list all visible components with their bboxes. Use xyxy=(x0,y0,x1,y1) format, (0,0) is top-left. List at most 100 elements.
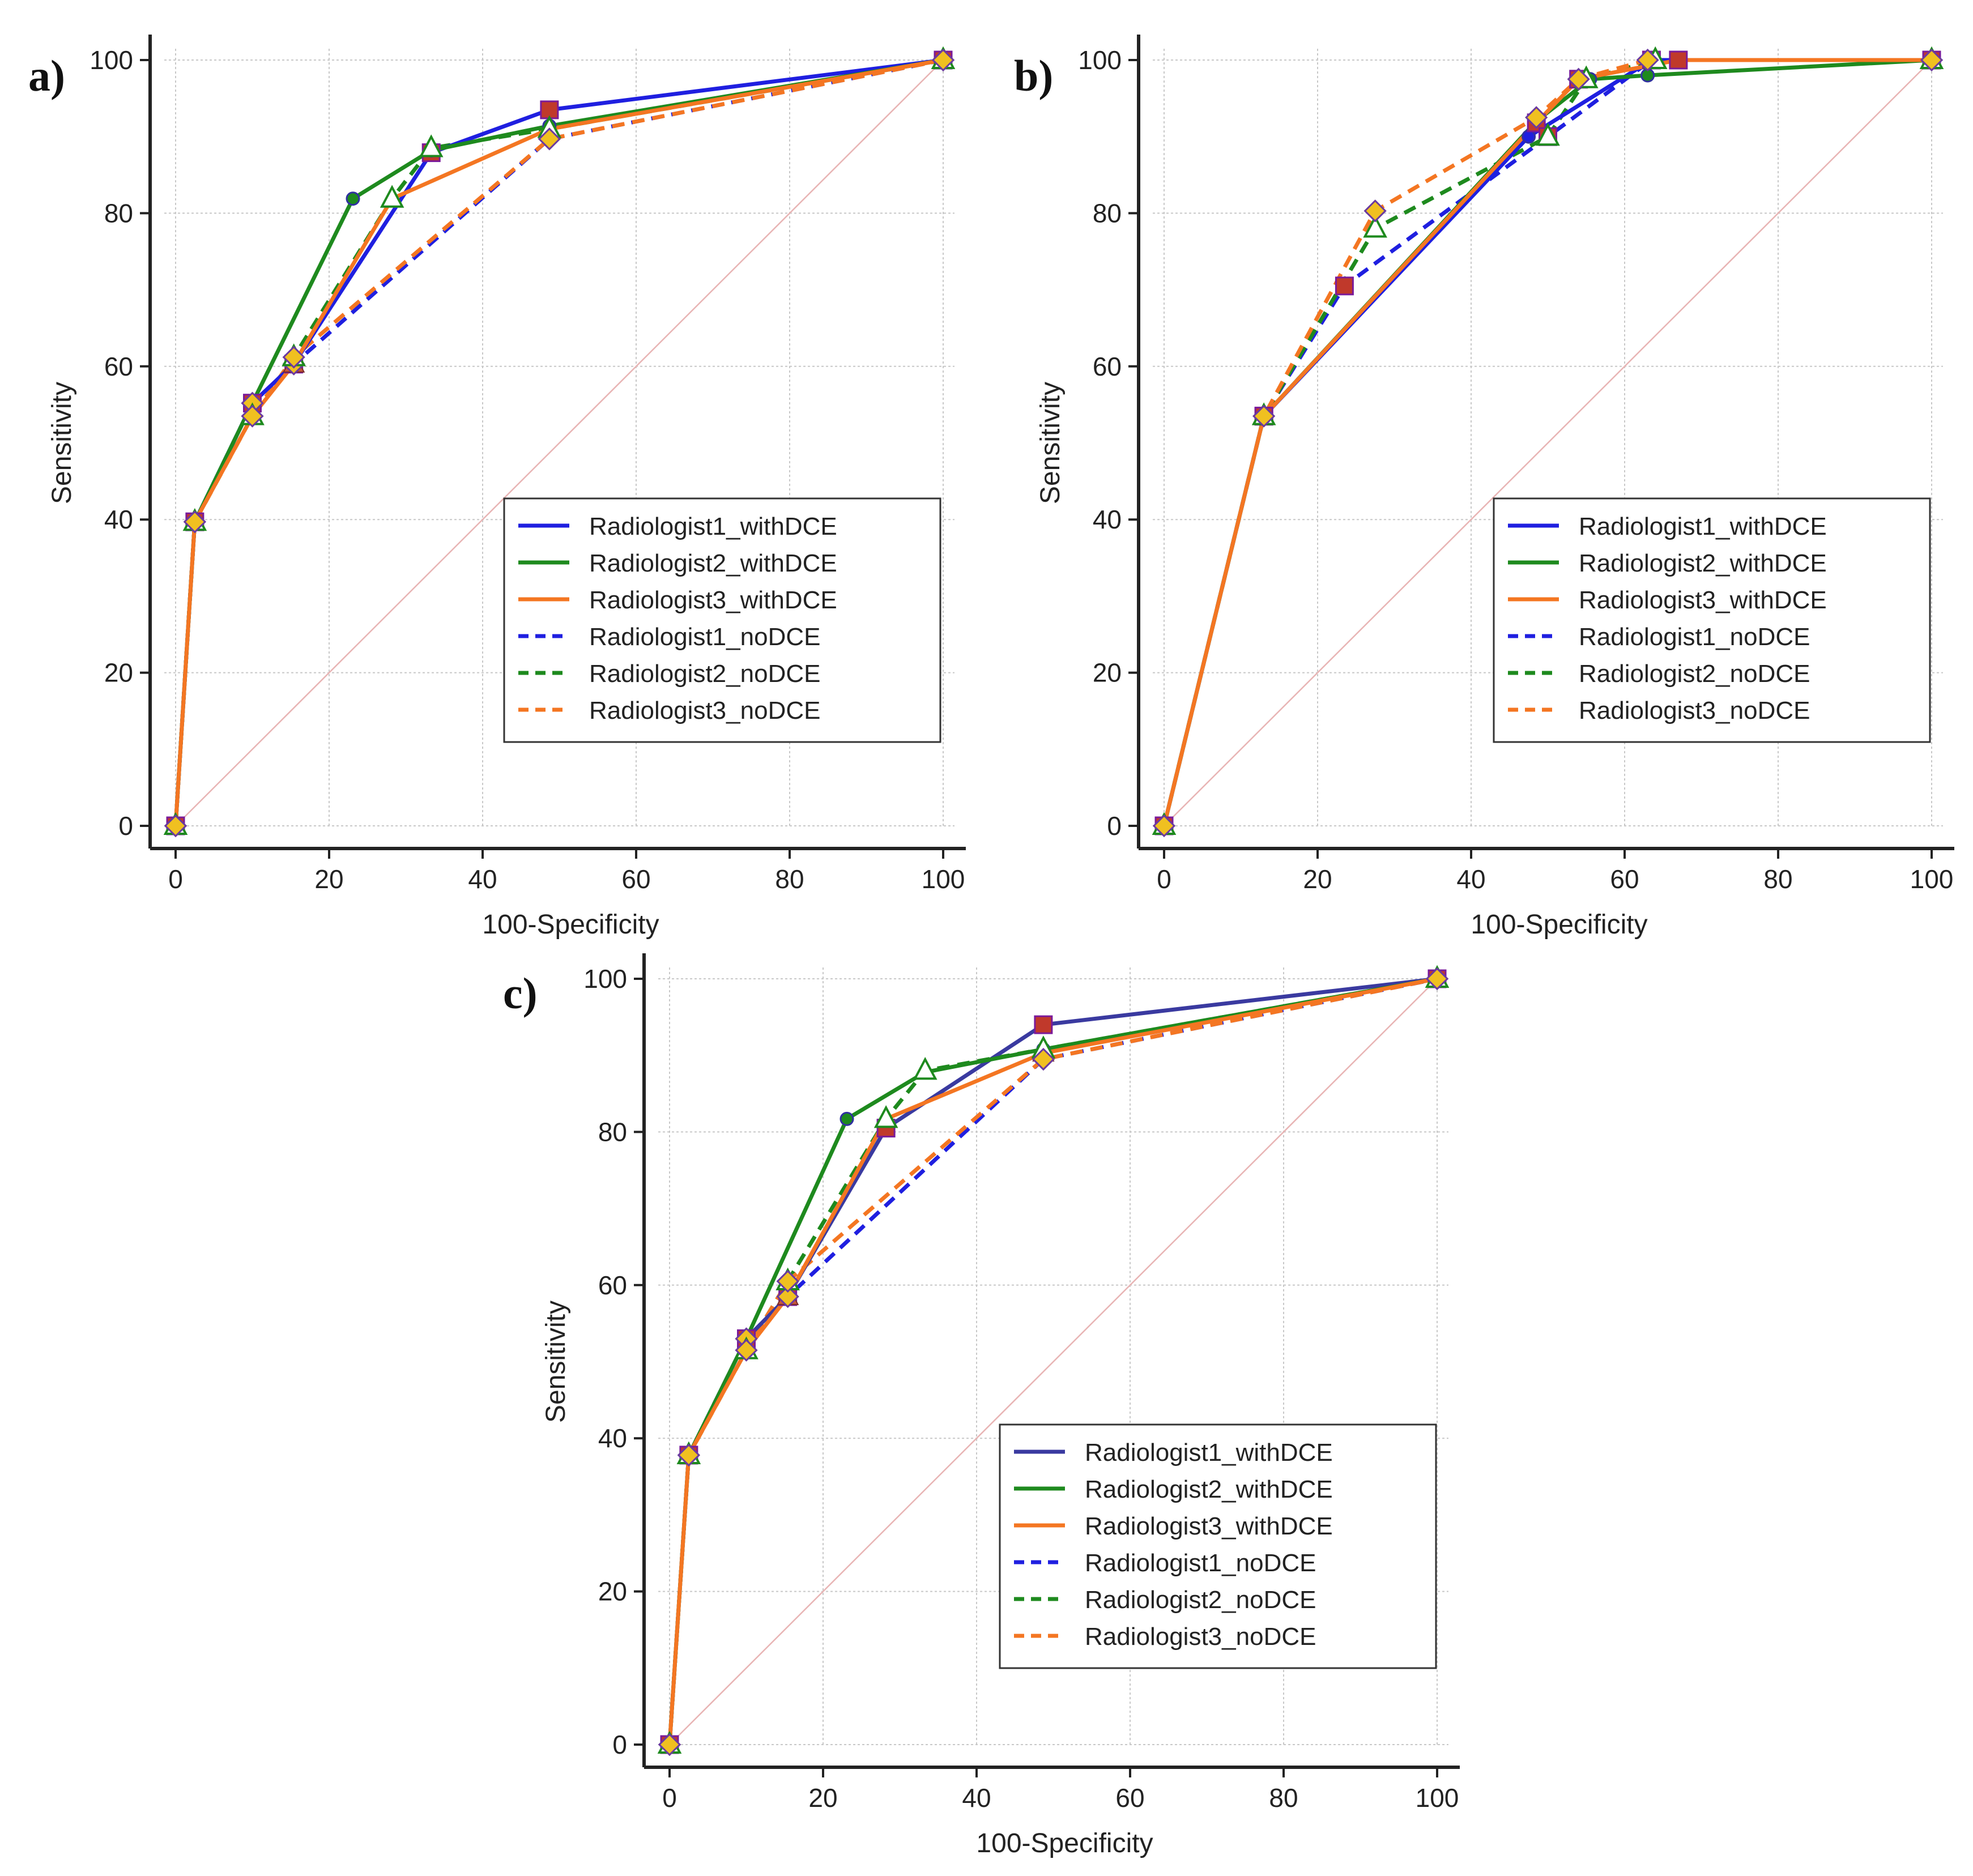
y-axis-title: Sensitivity xyxy=(47,382,77,504)
x-tick-label: 20 xyxy=(808,1783,837,1813)
data-point-Radiologist3_noDCE xyxy=(658,1733,681,1756)
data-point-Radiologist2_noDCE xyxy=(873,1105,898,1128)
data-point-Radiologist3_noDCE xyxy=(1636,48,1659,72)
data-point-Radiologist2_withDCE xyxy=(346,191,360,206)
legend-label: Radiologist2_withDCE xyxy=(589,549,837,577)
y-tick-label: 100 xyxy=(583,964,627,994)
legend-label: Radiologist3_noDCE xyxy=(589,697,820,724)
x-tick-label: 40 xyxy=(1456,864,1485,894)
legend-label: Radiologist1_noDCE xyxy=(1085,1549,1316,1577)
data-point-Radiologist2_withDCE xyxy=(840,1111,854,1126)
data-point-Radiologist2_noDCE xyxy=(1363,215,1387,238)
y-tick-label: 0 xyxy=(118,811,133,841)
legend: Radiologist1_withDCE Radiologist2_withDCE… xyxy=(999,1423,1437,1669)
series-line-Radiologist3_withDCE xyxy=(1162,58,1932,826)
data-point-Radiologist3_noDCE xyxy=(735,1338,758,1362)
legend-label: Radiologist1_noDCE xyxy=(1579,623,1810,651)
x-tick-label: 0 xyxy=(662,1783,677,1813)
legend: Radiologist1_withDCE Radiologist2_withDCE… xyxy=(1493,497,1931,743)
y-tick-label: 80 xyxy=(1093,198,1122,228)
x-tick-label: 100 xyxy=(1416,1783,1459,1813)
x-tick-label: 0 xyxy=(1157,864,1171,894)
legend-label: Radiologist1_withDCE xyxy=(1085,1439,1333,1466)
data-point-Radiologist2_noDCE xyxy=(913,1056,938,1080)
y-tick-label: 40 xyxy=(104,505,133,534)
y-tick-label: 60 xyxy=(598,1270,627,1300)
chance-diagonal xyxy=(1164,59,1932,826)
data-point-Radiologist3_noDCE xyxy=(1032,1047,1055,1071)
x-tick-label: 60 xyxy=(621,864,650,894)
y-tick-label: 0 xyxy=(1107,811,1122,841)
legend-label: Radiologist1_withDCE xyxy=(589,513,837,540)
x-tick-label: 40 xyxy=(468,864,497,894)
x-axis-title: 100-Specificity xyxy=(976,1828,1153,1858)
legend: Radiologist1_withDCE Radiologist2_withDCE… xyxy=(503,497,941,743)
data-point-Radiologist3_noDCE xyxy=(1363,199,1387,223)
data-point-Radiologist3_noDCE xyxy=(1152,814,1176,838)
series-line-Radiologist2_noDCE xyxy=(173,58,944,826)
legend-box xyxy=(1493,497,1931,743)
legend-label: Radiologist3_withDCE xyxy=(589,586,837,614)
y-tick-label: 40 xyxy=(1093,505,1122,534)
data-point-Radiologist2_noDCE xyxy=(380,185,404,208)
x-tick-label: 80 xyxy=(775,864,804,894)
panel-letter: b) xyxy=(1014,51,1053,100)
y-tick-label: 60 xyxy=(104,352,133,381)
x-tick-label: 80 xyxy=(1269,1783,1298,1813)
x-tick-label: 20 xyxy=(1303,864,1332,894)
legend-label: Radiologist1_withDCE xyxy=(1579,513,1827,540)
legend-label: Radiologist2_noDCE xyxy=(1085,1586,1316,1614)
data-point-Radiologist3_noDCE xyxy=(282,346,305,369)
data-point-Radiologist3_noDCE xyxy=(1920,48,1944,72)
legend-label: Radiologist2_noDCE xyxy=(589,660,820,688)
data-point-Radiologist3_noDCE xyxy=(1525,106,1548,129)
y-tick-label: 0 xyxy=(612,1730,627,1759)
x-axis-title: 100-Specificity xyxy=(1471,910,1647,940)
roc-panel-2: 0 20 40 60 80 100 0 20 40 60 80 100 100-Specificity S… xyxy=(1014,35,1954,940)
y-tick-label: 100 xyxy=(90,45,133,75)
x-axis-title: 100-Specificity xyxy=(482,910,659,940)
x-tick-label: 0 xyxy=(168,864,183,894)
x-tick-label: 60 xyxy=(1610,864,1639,894)
y-tick-label: 100 xyxy=(1078,45,1122,75)
data-point-Radiologist2_noDCE xyxy=(1536,122,1560,146)
data-point-Radiologist3_noDCE xyxy=(241,404,264,428)
data-point-Radiologist1_noDCE xyxy=(776,1285,799,1308)
data-point-Radiologist2_noDCE xyxy=(419,134,444,157)
legend-label: Radiologist2_noDCE xyxy=(1579,660,1810,688)
x-tick-label: 100 xyxy=(1910,864,1954,894)
data-point-Radiologist3_noDCE xyxy=(183,510,206,534)
legend-label: Radiologist3_noDCE xyxy=(1085,1623,1316,1651)
roc-panel-1: 0 20 40 60 80 100 0 20 40 60 80 100 100-Specificity S… xyxy=(28,35,966,940)
chance-diagonal xyxy=(175,59,944,826)
legend-label: Radiologist2_withDCE xyxy=(1579,549,1827,577)
data-point-Radiologist1_withDCE xyxy=(1034,1015,1053,1034)
data-point-Radiologist3_noDCE xyxy=(1252,404,1276,428)
data-point-Radiologist3_noDCE xyxy=(677,1443,700,1467)
panel-letter: c) xyxy=(503,969,538,1018)
x-tick-label: 80 xyxy=(1763,864,1792,894)
data-point-Radiologist1_withDCE xyxy=(1522,129,1536,144)
y-tick-label: 20 xyxy=(1093,658,1122,688)
legend-label: Radiologist2_withDCE xyxy=(1085,1476,1333,1503)
legend-box xyxy=(999,1423,1437,1669)
legend-label: Radiologist3_withDCE xyxy=(1085,1512,1333,1540)
x-tick-label: 20 xyxy=(314,864,343,894)
data-point-Radiologist3_noDCE xyxy=(1567,67,1590,91)
roc-panel-3: 0 20 40 60 80 100 0 20 40 60 80 100 100-Specificity S… xyxy=(503,953,1460,1858)
legend-label: Radiologist3_noDCE xyxy=(1579,697,1810,724)
panel-letter: a) xyxy=(28,51,65,100)
x-tick-label: 100 xyxy=(922,864,965,894)
data-point-Radiologist3_noDCE xyxy=(538,127,561,151)
y-tick-label: 40 xyxy=(598,1423,627,1453)
data-point-Radiologist3_noDCE xyxy=(1425,967,1449,991)
x-tick-label: 40 xyxy=(962,1783,991,1813)
y-axis-title: Sensitivity xyxy=(541,1301,571,1423)
data-point-Radiologist3_noDCE xyxy=(776,1269,799,1293)
legend-label: Radiologist1_noDCE xyxy=(589,623,820,651)
y-axis-title: Sensitivity xyxy=(1035,382,1066,504)
y-tick-label: 20 xyxy=(104,658,133,688)
x-tick-label: 60 xyxy=(1115,1783,1144,1813)
data-point-Radiologist3_withDCE xyxy=(1669,50,1688,70)
